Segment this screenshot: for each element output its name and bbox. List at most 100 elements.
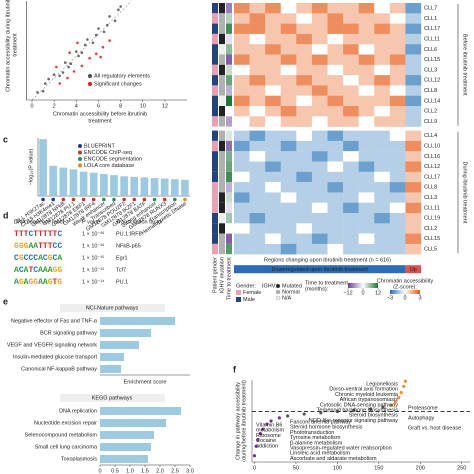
ighv-cell [219, 95, 225, 106]
heatmap-cell [265, 106, 281, 117]
point [302, 412, 306, 416]
bar [39, 139, 47, 196]
legend-title: Gender: [236, 283, 256, 289]
heatmap-cell [234, 213, 250, 224]
heatmap-cell [343, 85, 359, 96]
heatmap-cell [296, 161, 313, 172]
table-header: P value [82, 219, 100, 225]
motif: CGCCCACGCA [14, 254, 62, 263]
heatmap-cell [343, 44, 359, 55]
heatmap-cell [311, 13, 328, 24]
annotation: Phototransduction [290, 430, 334, 436]
point [277, 416, 281, 420]
time-cell [226, 182, 232, 193]
heatmap-cell [389, 213, 406, 224]
row-label: CLL12 [424, 164, 440, 170]
column-group-bar [405, 265, 421, 274]
bar [69, 169, 78, 196]
heatmap-cell [358, 202, 375, 214]
y-axis-label: Chromatin accessibility during ibrutinib [5, 0, 11, 92]
heatmap-cell [234, 64, 250, 76]
x-tick-label: 0 [30, 103, 33, 109]
point [352, 408, 356, 412]
ighv-cell [219, 223, 225, 234]
heatmap-cell [234, 75, 250, 86]
heatmap-cell [343, 130, 359, 142]
heatmap-cell [234, 33, 250, 45]
row-label: CLL1 [424, 16, 437, 22]
gender-cell [212, 95, 218, 106]
heatmap-cell [265, 213, 281, 224]
heatmap-cell [296, 44, 313, 55]
y-tick-label: Small cell lung carcinoma [35, 444, 98, 450]
heatmap-cell [249, 243, 266, 255]
source-dot [71, 197, 76, 202]
legend-title: (Z-score): [393, 284, 417, 290]
legend-label: BLUEPRINT [84, 143, 116, 149]
legend-label: N/A [282, 295, 292, 301]
gender-cell [212, 243, 218, 255]
x-tick-label: 100 [333, 465, 342, 471]
time-cell [226, 3, 232, 14]
row-label: CLL11 [424, 205, 440, 211]
bar [140, 177, 149, 196]
source-dot [102, 197, 106, 202]
heatmap-cell [327, 33, 344, 45]
time-cell [226, 23, 232, 34]
heatmap-cell [234, 13, 250, 24]
x-tick-label: 50 [293, 465, 299, 471]
heatmap-cell [311, 64, 328, 76]
heatmap-cell [249, 192, 266, 203]
table-cell: 1 × 10⁻¹⁴ [82, 278, 105, 285]
heatmap-cell [343, 140, 359, 152]
time-cell [226, 213, 232, 224]
heatmap-cell [343, 223, 359, 234]
point [399, 391, 403, 395]
heatmap-cell [405, 233, 422, 245]
legend-label: Normal [282, 289, 300, 295]
y-axis-label: treatment [12, 33, 18, 57]
point [393, 400, 397, 404]
heatmap-cell [296, 116, 313, 127]
heatmap-cell [374, 54, 391, 65]
heatmap-cell [234, 233, 250, 245]
y-tick-label: Selenocompound metabolism [25, 432, 98, 438]
y-tick-label: BCR signaling pathway [40, 330, 97, 336]
chart-title: KEGG pathways [92, 395, 133, 401]
heatmap-cell [296, 130, 313, 142]
heatmap-cell [249, 140, 266, 152]
heatmap-cell [405, 3, 422, 14]
time-cell [226, 161, 232, 172]
point [381, 405, 385, 409]
x-tick-label: 200 [416, 465, 425, 471]
table-cell: PU.1 [116, 279, 128, 285]
heatmap-cell [265, 243, 281, 255]
time-cell [226, 243, 232, 255]
source-dot [51, 197, 55, 202]
legend-marker [78, 157, 82, 161]
heatmap-cell [405, 23, 422, 35]
x-tick-label: 4 [75, 103, 78, 109]
heatmap-cell [280, 233, 297, 245]
heatmap-cell [374, 95, 391, 107]
heatmap-cell [311, 85, 328, 96]
heatmap-cell [296, 192, 313, 203]
heatmap-cell [296, 243, 313, 255]
heatmap-cell [234, 243, 250, 255]
heatmap-cell [311, 182, 328, 193]
heatmap-cell [265, 171, 281, 183]
heatmap-cell [405, 243, 422, 255]
panel-label: f [233, 364, 237, 374]
point [402, 384, 406, 388]
heatmap-cell [389, 33, 406, 45]
heatmap-cell [405, 161, 422, 172]
heatmap-cell [358, 85, 375, 96]
heatmap-cell [374, 130, 391, 142]
annotation: NOD-like receptor signaling pathway [309, 418, 399, 424]
point [58, 82, 61, 85]
heatmap-cell [358, 54, 375, 65]
heatmap-cell [343, 64, 359, 76]
row-label: CLL8 [424, 185, 437, 191]
heatmap-cell [265, 44, 281, 55]
heatmap-cell [280, 106, 297, 117]
